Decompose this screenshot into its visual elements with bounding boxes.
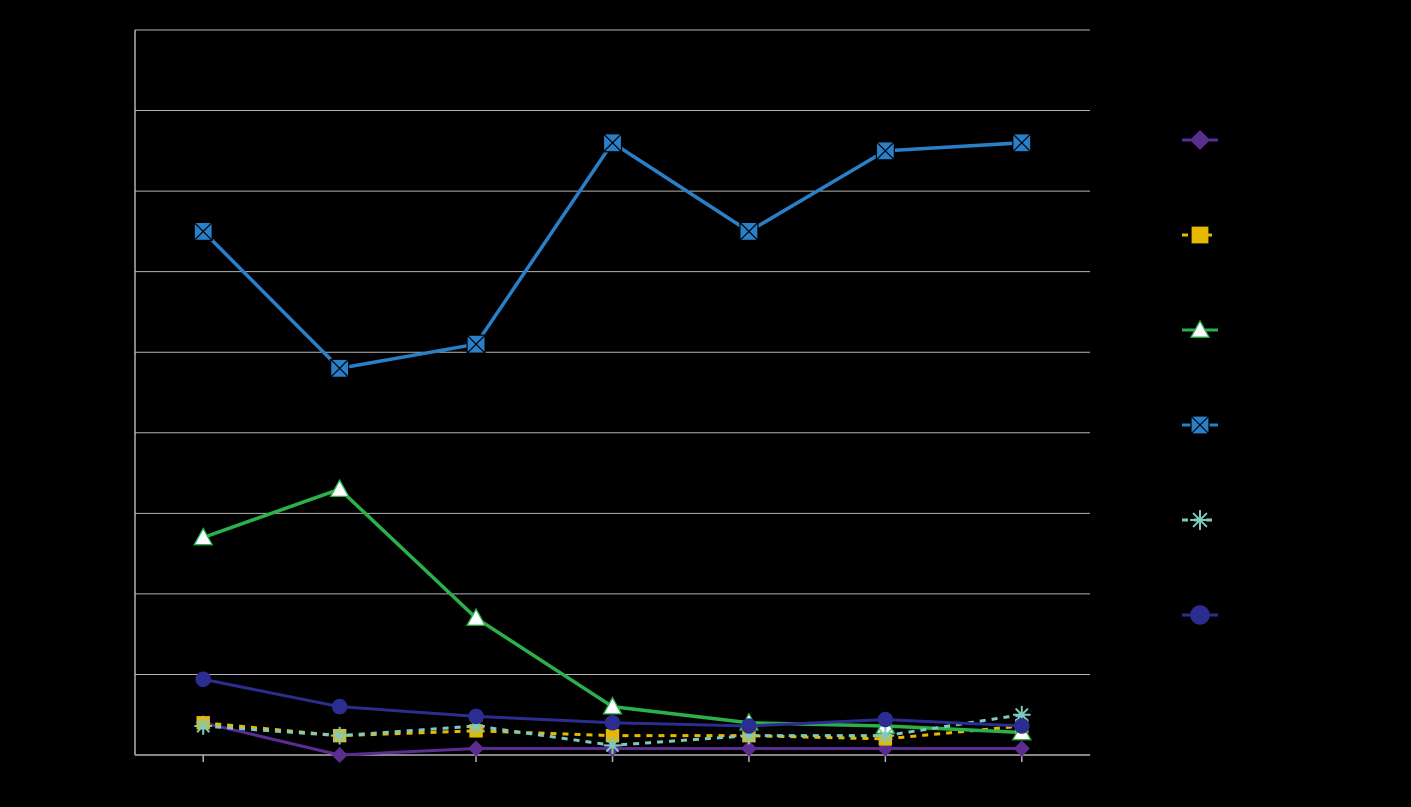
line-chart: [0, 0, 1411, 807]
